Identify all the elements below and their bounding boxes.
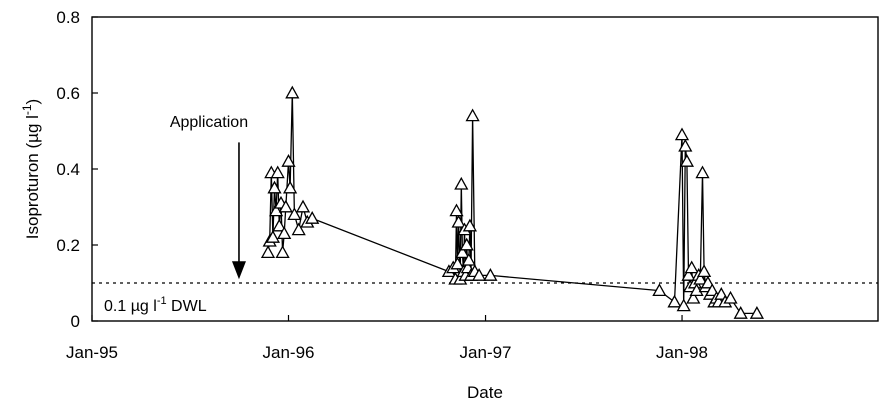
data-point <box>285 85 300 99</box>
dwl-label: 0.1 µg l-1 DWL <box>104 295 207 315</box>
arrow-head <box>231 261 246 280</box>
data-point <box>282 180 298 194</box>
series-layer <box>260 85 765 319</box>
y-title-close: ) <box>23 99 42 105</box>
data-point <box>275 245 290 259</box>
axis-ticks: 0 0.2 0.4 0.6 0.8 Jan-95 Jan-96 Jan-97 Jan-98 <box>56 8 708 362</box>
data-point <box>705 283 720 297</box>
y-tick-label: 0.4 <box>56 160 80 179</box>
data-point <box>686 290 701 304</box>
x-tick-label: Jan-97 <box>460 343 512 362</box>
data-point <box>451 214 466 228</box>
y-tick-label: 0.2 <box>56 236 80 255</box>
data-point <box>700 275 716 289</box>
y-tick-label: 0.6 <box>56 84 80 103</box>
application-label: Application <box>170 114 248 131</box>
data-point <box>696 264 712 278</box>
data-point <box>679 154 695 167</box>
data-point <box>674 127 690 141</box>
data-point <box>465 108 480 122</box>
data-point <box>723 290 738 304</box>
data-point <box>749 306 765 319</box>
data-point <box>260 245 276 259</box>
y-axis-title: Isoproturon (µg l-1) <box>20 99 42 239</box>
data-point <box>483 268 498 281</box>
x-tick-label: Jan-96 <box>263 343 315 362</box>
data-point <box>268 203 284 217</box>
data-point <box>267 180 282 194</box>
data-point <box>281 154 296 167</box>
data-point <box>455 245 470 259</box>
data-point <box>287 207 302 221</box>
data-point <box>471 268 487 281</box>
x-tick-label: Jan-95 <box>66 343 118 362</box>
data-point <box>693 271 708 285</box>
data-point <box>667 294 682 308</box>
data-point <box>678 138 693 152</box>
dwl-suffix: DWL <box>167 298 207 315</box>
data-point <box>681 268 696 281</box>
data-point <box>689 283 704 297</box>
data-point <box>270 165 285 179</box>
y-title-main: Isoproturon (µg l <box>23 115 42 239</box>
dwl-sup: -1 <box>157 295 167 307</box>
y-tick-label: 0 <box>71 312 80 331</box>
data-point <box>652 283 667 297</box>
data-point <box>277 226 292 240</box>
y-title-sup: -1 <box>20 104 34 115</box>
data-point <box>449 203 464 217</box>
data-point <box>461 252 476 266</box>
data-point <box>459 237 474 251</box>
data-point <box>265 230 281 243</box>
x-axis-title: Date <box>467 383 503 402</box>
data-point <box>462 218 478 232</box>
data-point <box>733 306 748 319</box>
data-point <box>278 199 293 213</box>
data-point <box>695 165 710 179</box>
x-tick-label: Jan-98 <box>656 343 708 362</box>
data-point <box>272 218 287 232</box>
data-point <box>684 260 699 274</box>
y-tick-label: 0.8 <box>56 8 80 27</box>
data-point <box>454 176 469 190</box>
data-point <box>295 199 311 213</box>
data-point <box>291 222 306 236</box>
dwl-text: 0.1 µg l <box>104 298 157 315</box>
data-point <box>450 256 465 270</box>
data-point <box>305 211 320 224</box>
data-point <box>676 298 691 312</box>
application-arrow <box>231 142 246 280</box>
